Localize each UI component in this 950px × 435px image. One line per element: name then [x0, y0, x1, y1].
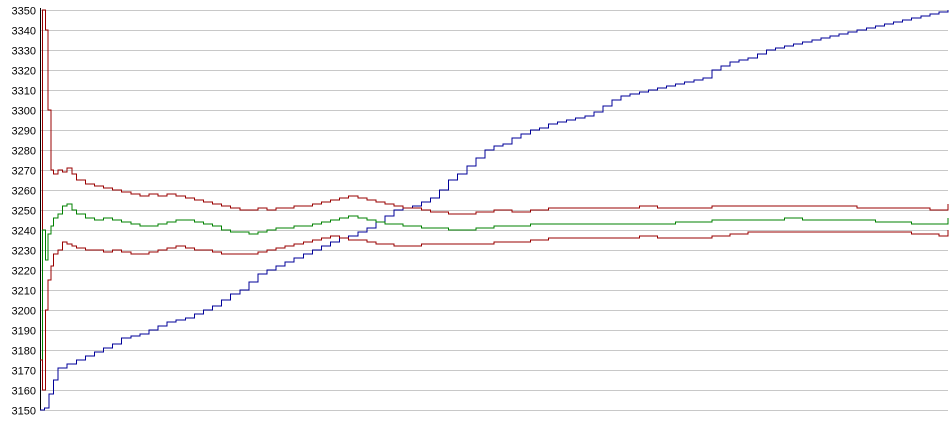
y-tick-label: 3180	[12, 346, 36, 358]
y-tick-label: 3190	[12, 326, 36, 338]
y-tick-label: 3250	[12, 206, 36, 218]
y-tick-label: 3230	[12, 246, 36, 258]
y-tick-label: 3310	[12, 86, 36, 98]
y-tick-label: 3160	[12, 386, 36, 398]
y-tick-label: 3220	[12, 266, 36, 278]
y-tick-label: 3350	[12, 6, 36, 18]
y-tick-label: 3200	[12, 306, 36, 318]
y-tick-label: 3320	[12, 66, 36, 78]
y-tick-label: 3280	[12, 146, 36, 158]
y-tick-label: 3340	[12, 26, 36, 38]
y-axis-ticks: 3150 3160 3170 3180 3190 3200 3210 3220 3230 3240…	[12, 6, 36, 418]
y-tick-label: 3210	[12, 286, 36, 298]
series-group	[40, 9, 949, 411]
y-tick-label: 3300	[12, 106, 36, 118]
y-tick-label: 3150	[12, 406, 36, 418]
series-line-trend	[40, 10, 949, 411]
y-tick-label: 3270	[12, 166, 36, 178]
y-tick-label: 3330	[12, 46, 36, 58]
y-tick-label: 3290	[12, 126, 36, 138]
y-tick-label: 3170	[12, 366, 36, 378]
series-line-middle	[40, 203, 949, 361]
y-tick-label: 3260	[12, 186, 36, 198]
series-line-lower	[40, 230, 949, 391]
series-line-upper	[40, 9, 949, 361]
y-tick-label: 3240	[12, 226, 36, 238]
